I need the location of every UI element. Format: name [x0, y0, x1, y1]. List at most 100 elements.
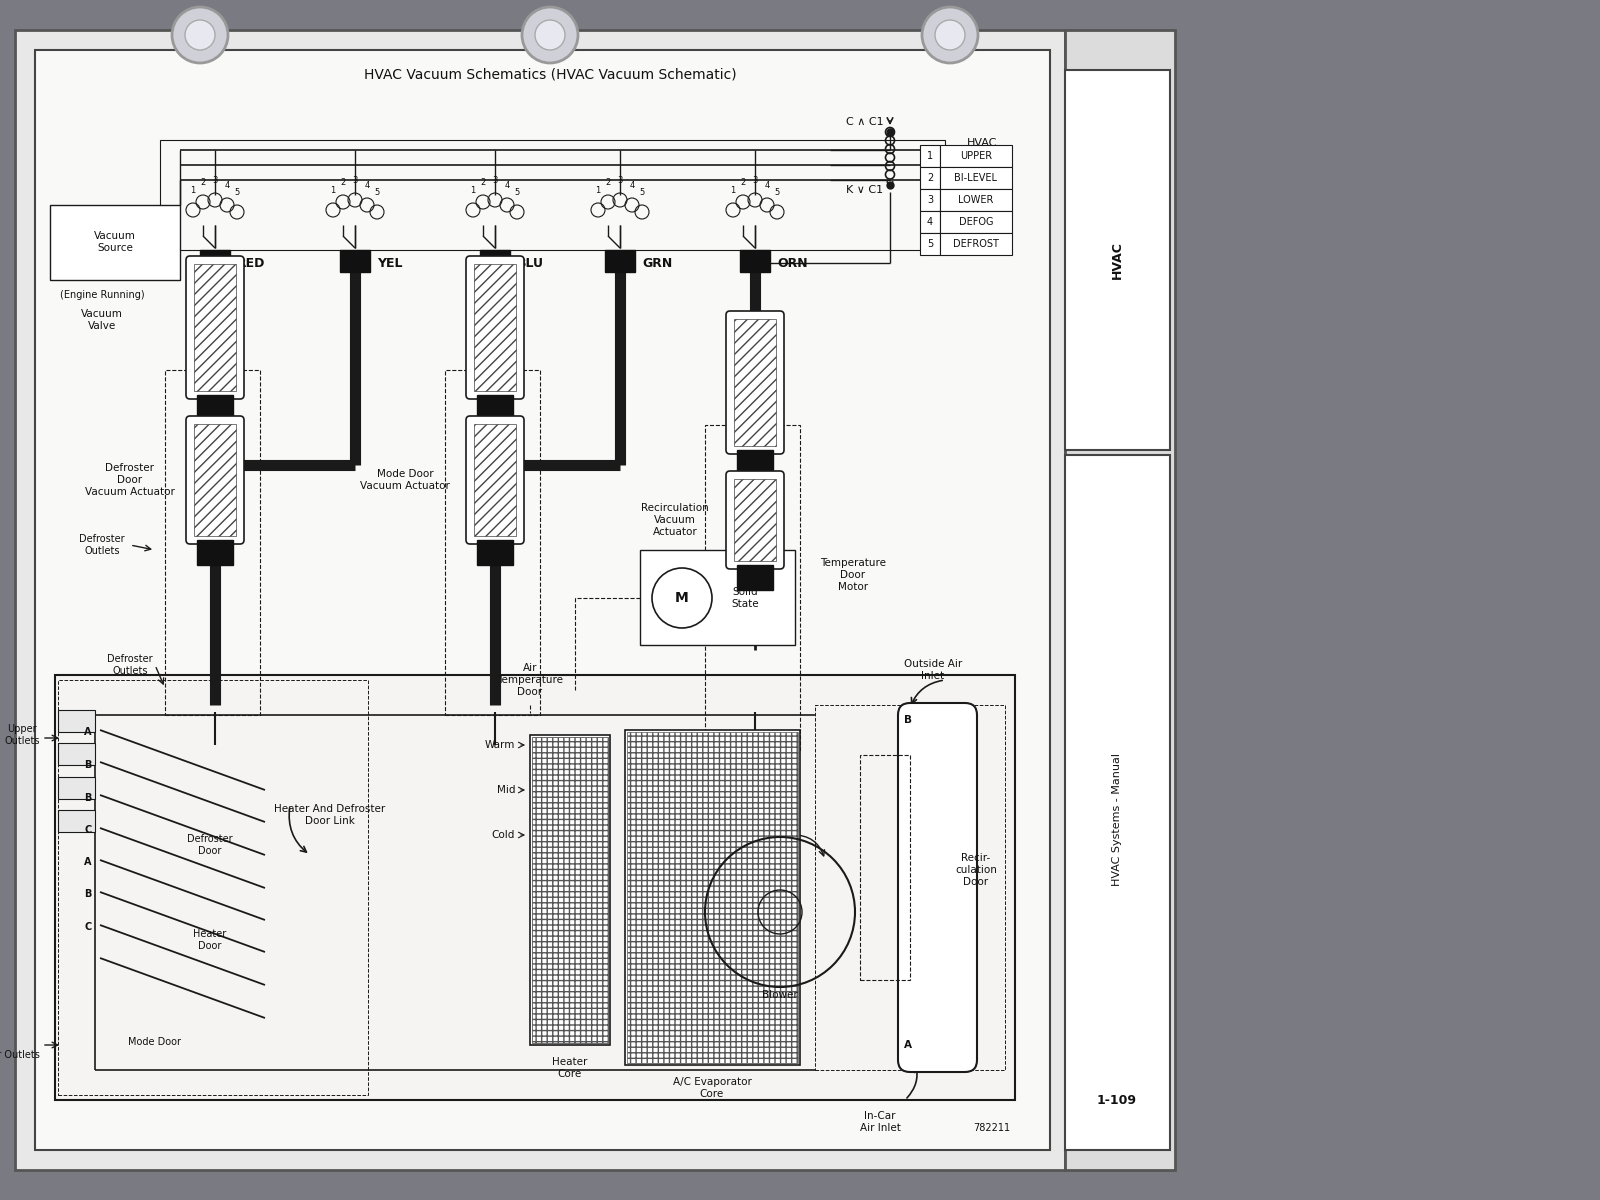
Bar [58, 680, 368, 1094]
Text: HVAC: HVAC [1110, 241, 1123, 278]
Text: B: B [85, 889, 91, 899]
Text: 5: 5 [774, 188, 779, 197]
Text: Vacuum
Valve: Vacuum Valve [82, 310, 123, 331]
Text: Lower Outlets: Lower Outlets [0, 1050, 40, 1060]
Text: Defroster
Outlets: Defroster Outlets [107, 654, 154, 676]
FancyBboxPatch shape [726, 311, 784, 454]
Bar [54, 674, 1014, 1100]
Bar [920, 167, 939, 188]
Bar [339, 250, 370, 272]
Bar [738, 450, 773, 475]
Text: 1: 1 [330, 186, 336, 194]
Circle shape [934, 20, 965, 50]
Text: 1: 1 [190, 186, 195, 194]
Text: 1: 1 [730, 186, 736, 194]
Circle shape [522, 7, 578, 62]
Bar [445, 370, 541, 715]
Circle shape [173, 7, 229, 62]
Text: Defroster
Door
Vacuum Actuator: Defroster Door Vacuum Actuator [85, 463, 174, 497]
FancyBboxPatch shape [186, 256, 243, 398]
Text: A: A [85, 857, 91, 866]
Text: C: C [85, 922, 91, 932]
Text: Vacuum
Source: Vacuum Source [94, 232, 136, 253]
Bar [1066, 30, 1174, 1170]
Text: Mode Door: Mode Door [128, 1037, 181, 1046]
FancyBboxPatch shape [898, 703, 978, 1072]
Text: In-Car
Air Inlet: In-Car Air Inlet [859, 1111, 901, 1133]
Bar [706, 425, 800, 750]
Text: 5: 5 [234, 188, 240, 197]
Bar [58, 778, 94, 799]
Bar [477, 540, 514, 565]
Text: 5: 5 [514, 188, 520, 197]
Bar [814, 704, 1005, 1070]
Text: 3: 3 [213, 176, 218, 185]
Text: C: C [85, 826, 91, 835]
Bar [920, 211, 939, 233]
Text: A: A [85, 727, 91, 737]
Text: 4: 4 [629, 181, 635, 190]
Text: HVAC Vacuum Schematics (HVAC Vacuum Schematic): HVAC Vacuum Schematics (HVAC Vacuum Sche… [363, 68, 736, 82]
Text: B: B [85, 793, 91, 803]
Text: B: B [904, 715, 912, 725]
Text: Defroster
Outlets: Defroster Outlets [80, 534, 125, 556]
Text: YEL: YEL [378, 257, 403, 270]
Bar [194, 264, 237, 391]
Text: Heater
Core: Heater Core [552, 1057, 587, 1079]
Text: Defroster
Door: Defroster Door [187, 834, 234, 856]
Text: 3: 3 [493, 176, 498, 185]
Text: 1: 1 [595, 186, 600, 194]
Text: 1: 1 [470, 186, 475, 194]
Bar [165, 370, 259, 715]
Text: A/C Evaporator
Core: A/C Evaporator Core [672, 1078, 752, 1099]
Text: Temperature
Door
Motor: Temperature Door Motor [819, 558, 886, 592]
Circle shape [186, 20, 214, 50]
Text: ORN: ORN [778, 257, 808, 270]
Text: A: A [904, 1040, 912, 1050]
Bar [939, 167, 1013, 188]
Text: 3: 3 [752, 176, 758, 185]
Bar [474, 264, 515, 391]
Bar [200, 250, 230, 272]
Text: 5: 5 [926, 239, 933, 250]
Bar [939, 233, 1013, 256]
Bar [197, 395, 234, 420]
Bar [480, 250, 510, 272]
Text: 4: 4 [765, 181, 770, 190]
Text: Mid: Mid [496, 785, 515, 796]
Text: 1-109: 1-109 [1098, 1093, 1138, 1106]
Text: Heater
Door: Heater Door [194, 929, 227, 950]
Text: Recirculation
Vacuum
Actuator: Recirculation Vacuum Actuator [642, 504, 709, 536]
Bar [739, 250, 770, 272]
Text: 3: 3 [926, 194, 933, 205]
FancyBboxPatch shape [186, 416, 243, 544]
Text: HVAC
Control
Assembly: HVAC Control Assembly [955, 138, 1008, 172]
Bar [920, 188, 939, 211]
Bar [939, 188, 1013, 211]
Text: 4: 4 [365, 181, 370, 190]
Text: Cold: Cold [491, 830, 515, 840]
Bar [627, 732, 798, 1063]
Text: 4: 4 [926, 217, 933, 227]
Text: BI-LEVEL: BI-LEVEL [955, 173, 997, 184]
Text: 4: 4 [224, 181, 230, 190]
Bar [50, 205, 179, 280]
Text: 2: 2 [200, 178, 206, 187]
Text: Outside Air
Inlet: Outside Air Inlet [904, 659, 962, 680]
Text: DEFROST: DEFROST [954, 239, 998, 250]
Bar [640, 550, 795, 646]
FancyBboxPatch shape [466, 416, 525, 544]
Bar [626, 730, 800, 1066]
Bar [1066, 455, 1170, 1150]
Text: 2: 2 [741, 178, 746, 187]
Text: LOWER: LOWER [958, 194, 994, 205]
Text: HVAC Systems - Manual: HVAC Systems - Manual [1112, 754, 1122, 887]
Bar [939, 145, 1013, 167]
Text: B: B [85, 760, 91, 770]
Text: C ∧ C1: C ∧ C1 [846, 116, 883, 127]
Circle shape [534, 20, 565, 50]
Bar [58, 743, 94, 766]
Bar [160, 140, 946, 250]
Bar [58, 710, 94, 732]
Bar [920, 233, 939, 256]
